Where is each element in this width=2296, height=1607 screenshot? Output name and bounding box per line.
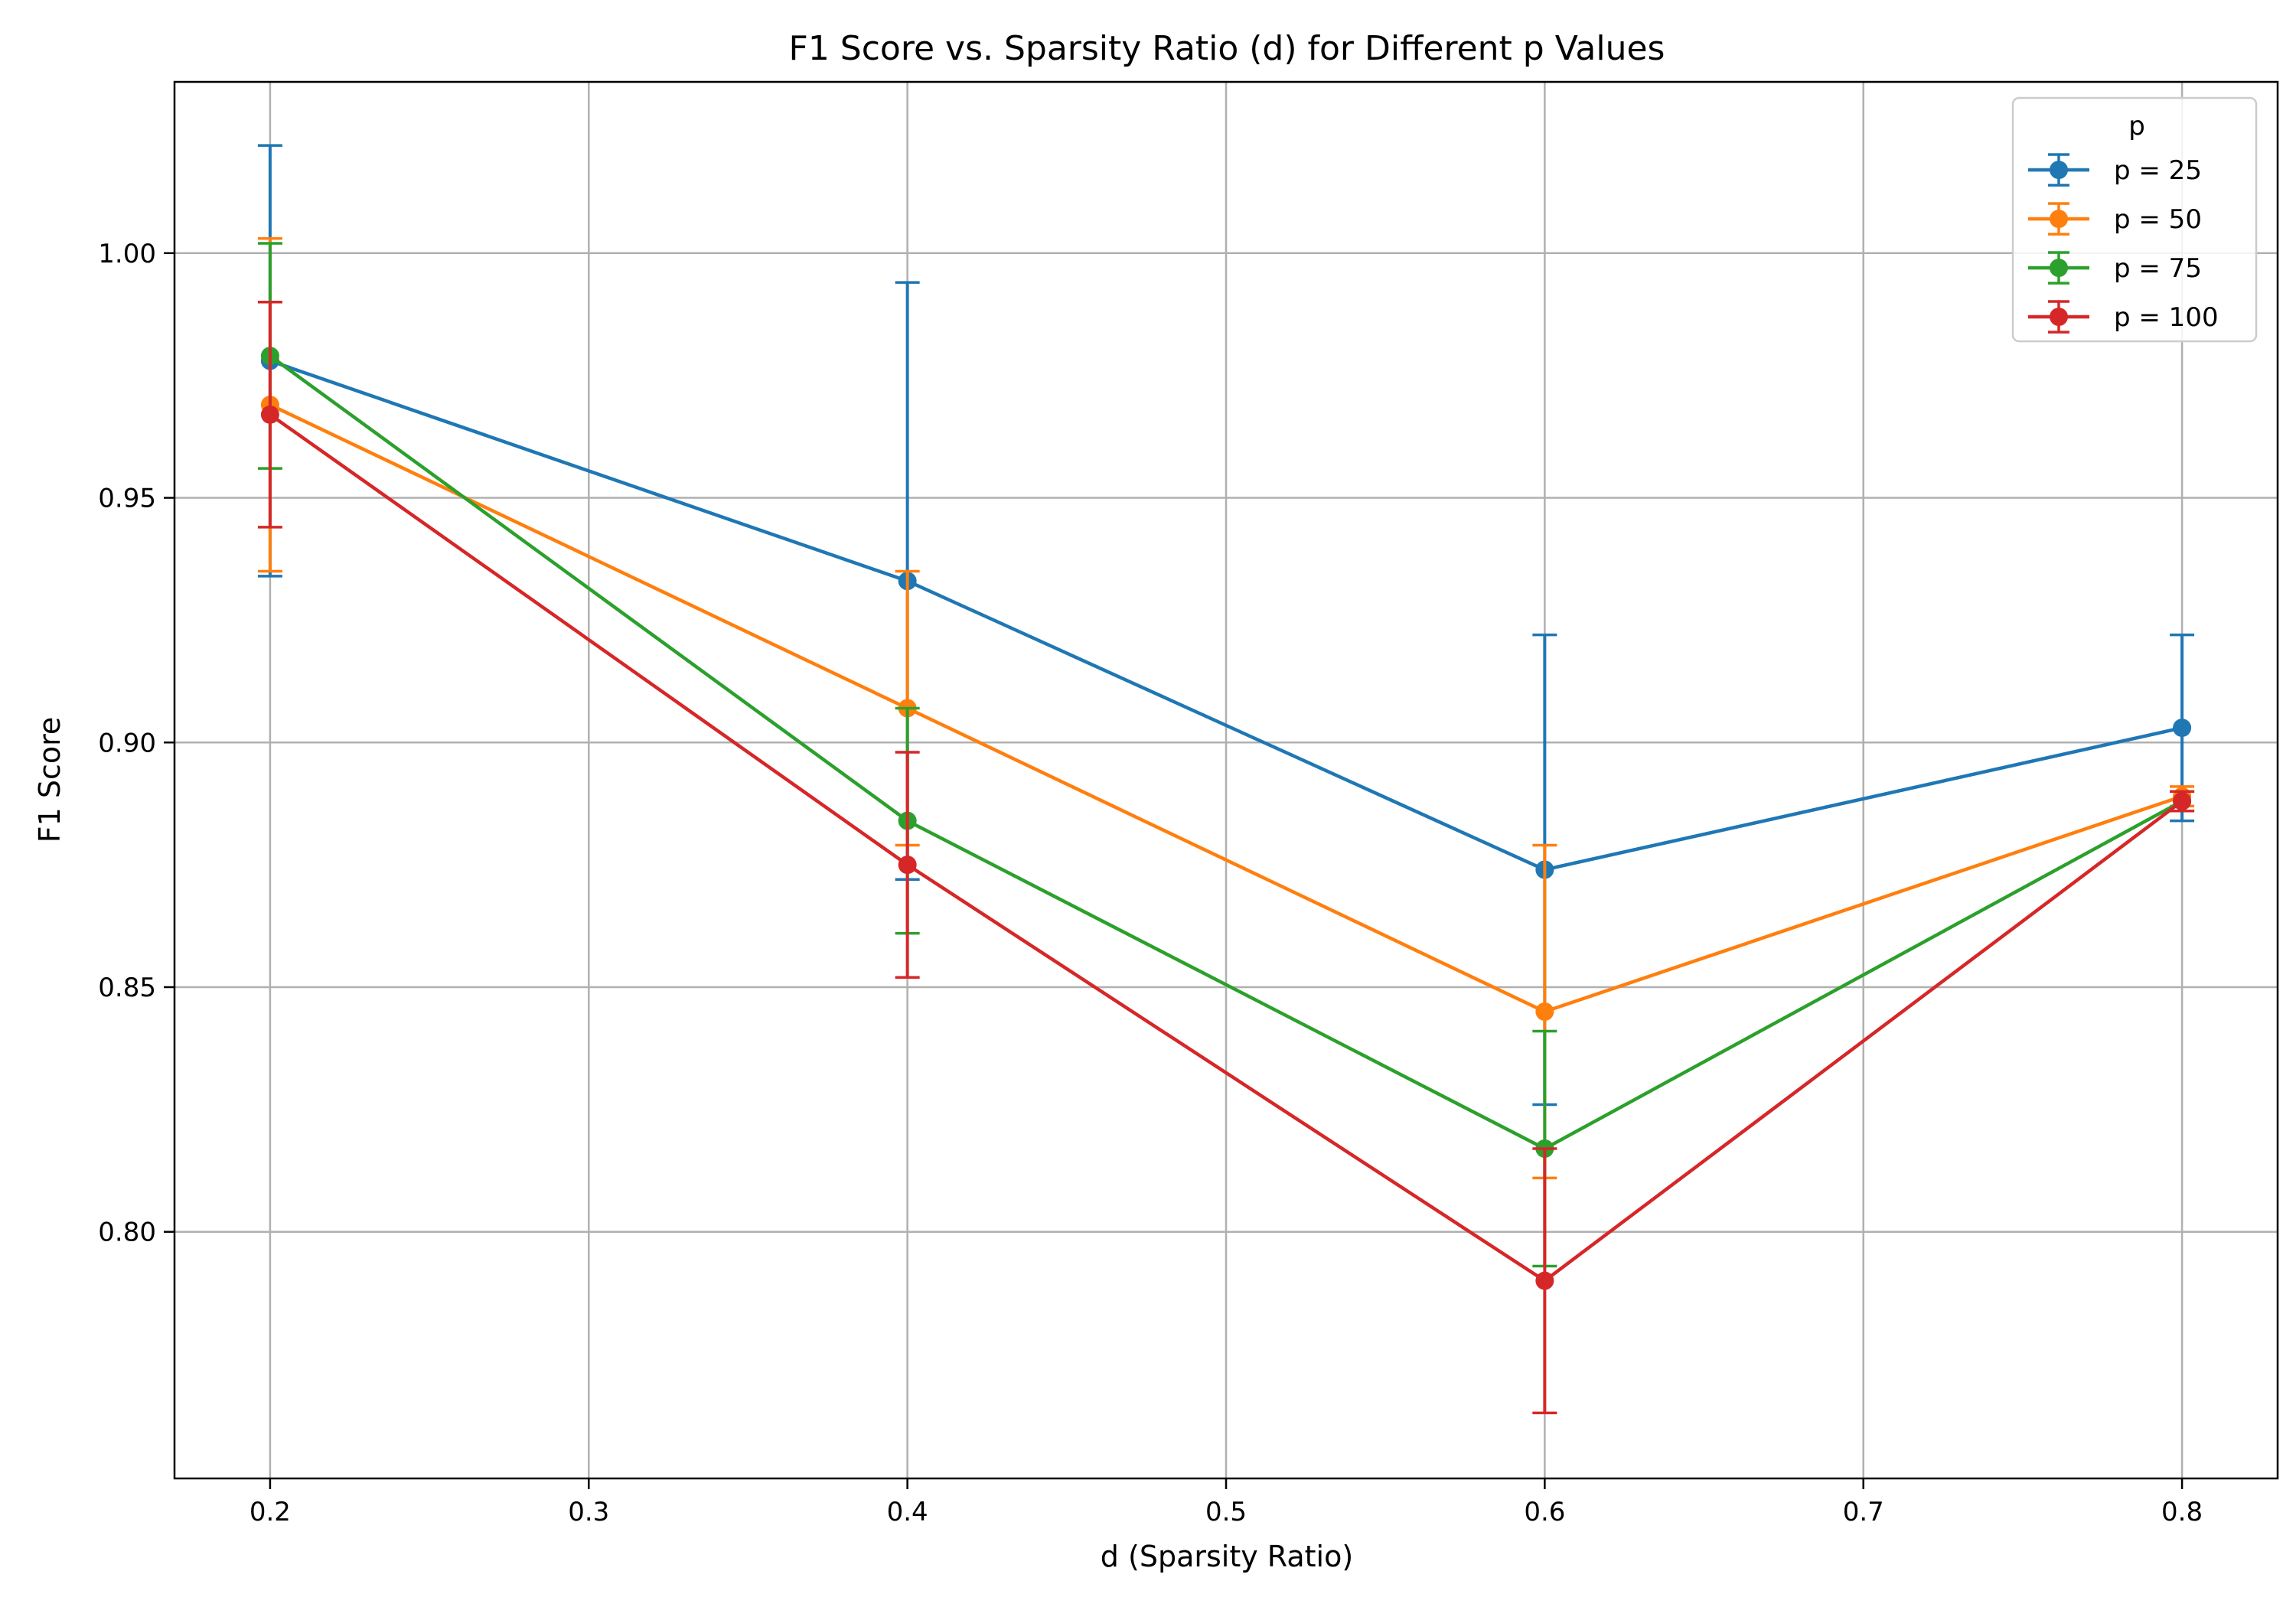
legend-label: p = 100	[2114, 302, 2219, 333]
legend-entry: p = 75	[2028, 251, 2202, 285]
legend-entry: p = 100	[2028, 300, 2219, 334]
legend-entry: p = 25	[2028, 153, 2202, 187]
legend-entry: p = 50	[2028, 202, 2202, 236]
data-point	[2173, 791, 2192, 810]
data-point	[2173, 719, 2192, 738]
legend-marker	[2050, 308, 2068, 326]
legend-marker	[2050, 210, 2068, 228]
data-point	[898, 856, 917, 875]
y-tick-label: 0.95	[98, 484, 156, 514]
x-tick-label: 0.4	[887, 1497, 928, 1527]
legend: p p = 25 p = 50 p = 75 p = 100	[2011, 96, 2258, 343]
x-tick-label: 0.3	[568, 1497, 609, 1527]
legend-box	[2011, 96, 2258, 343]
series-line	[269, 403, 2183, 1014]
series-line	[269, 412, 2183, 1283]
data-point	[260, 405, 279, 424]
y-axis-label: F1 Score	[33, 717, 67, 843]
y-tick-label: 0.90	[98, 728, 156, 758]
y-ticks: 0.80 0.85 0.90 0.95 1.00	[98, 239, 174, 1248]
x-tick-label: 0.7	[1843, 1497, 1884, 1527]
series-line	[269, 359, 2183, 872]
x-tick-label: 0.6	[1524, 1497, 1565, 1527]
y-tick-label: 1.00	[98, 239, 156, 269]
y-tick-label: 0.85	[98, 973, 156, 1003]
legend-label: p = 50	[2114, 204, 2202, 235]
x-tick-label: 0.2	[249, 1497, 291, 1527]
legend-title: p	[2128, 111, 2145, 142]
x-tick-label: 0.5	[1205, 1497, 1247, 1527]
legend-label: p = 25	[2114, 155, 2202, 186]
series-4	[257, 301, 2195, 1415]
legend-marker	[2050, 259, 2068, 277]
chart-title: F1 Score vs. Sparsity Ratio (d) for Diff…	[789, 29, 1665, 68]
legend-label: p = 75	[2114, 253, 2202, 284]
data-point	[1535, 1002, 1554, 1021]
data-point	[1535, 1271, 1554, 1290]
legend-marker	[2050, 161, 2068, 179]
x-tick-label: 0.8	[2161, 1497, 2203, 1527]
x-axis-label: d (Sparsity Ratio)	[1101, 1540, 1353, 1573]
y-tick-label: 0.80	[98, 1217, 156, 1248]
x-ticks: 0.2 0.3 0.4 0.5 0.6 0.7 0.8	[249, 1478, 2203, 1527]
series-layer	[257, 144, 2195, 1415]
series-line	[269, 354, 2183, 1151]
